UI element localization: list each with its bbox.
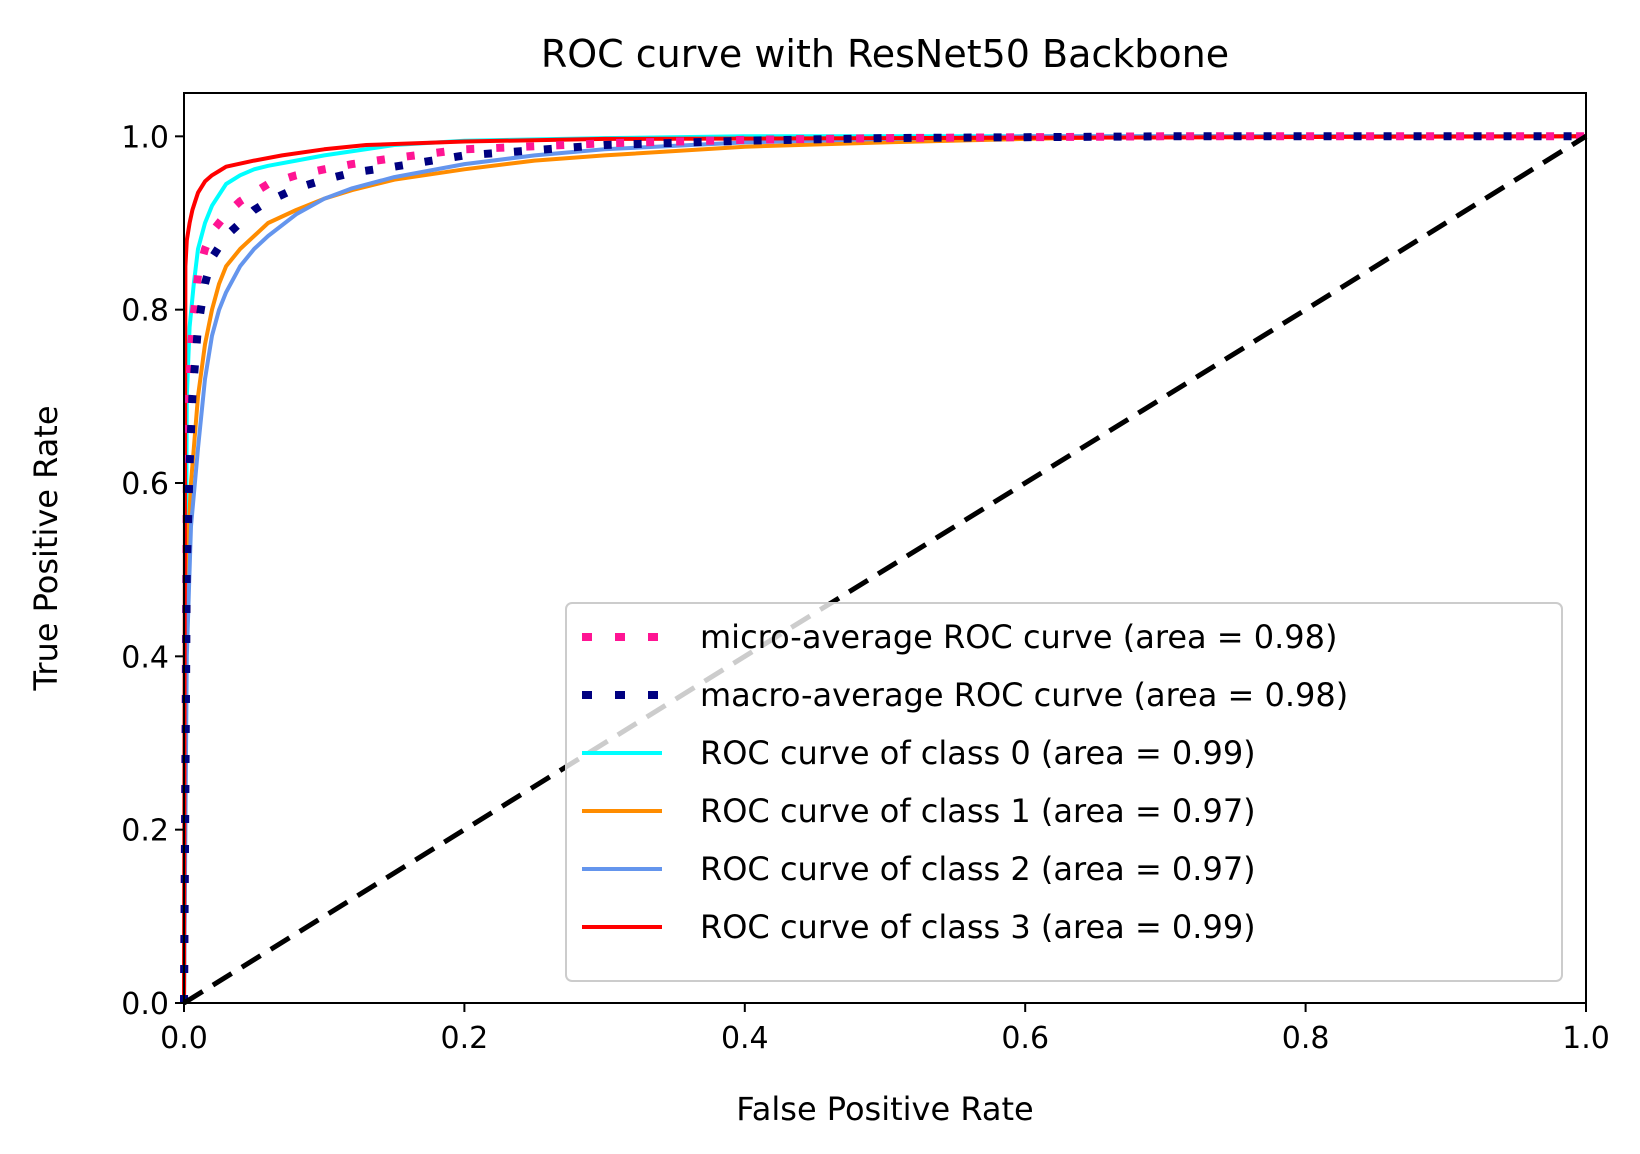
x-tick-label: 0.4 <box>721 1021 769 1056</box>
legend-label: ROC curve of class 3 (area = 0.99) <box>700 908 1256 946</box>
legend-label: micro-average ROC curve (area = 0.98) <box>700 618 1338 656</box>
legend-label: macro-average ROC curve (area = 0.98) <box>700 676 1348 714</box>
y-tick-label: 1.0 <box>121 120 169 155</box>
legend-label: ROC curve of class 2 (area = 0.97) <box>700 850 1256 888</box>
y-tick-label: 0.8 <box>121 294 169 329</box>
chance-diagonal-line <box>182 134 1588 1006</box>
roc-series-4 <box>182 134 1586 1004</box>
x-tick-label: 0.6 <box>1001 1021 1049 1056</box>
x-tick-label: 0.8 <box>1282 1021 1330 1056</box>
y-tick-label: 0.4 <box>121 640 169 675</box>
legend-label: ROC curve of class 0 (area = 0.99) <box>700 734 1256 772</box>
roc-series-3 <box>182 134 1586 1004</box>
y-tick-label: 0.0 <box>121 987 169 1022</box>
x-tick-label: 1.0 <box>1562 1021 1610 1056</box>
legend: micro-average ROC curve (area = 0.98) mac… <box>565 602 1563 982</box>
plot-frame <box>183 92 1587 1004</box>
chart-title: ROC curve with ResNet50 Backbone <box>541 32 1229 76</box>
roc-series-0 <box>180 132 1586 1004</box>
y-axis-label: True Positive Rate <box>27 405 65 691</box>
x-axis-ticks: 0.0 0.2 0.4 0.6 0.8 1.0 <box>160 1003 1610 1056</box>
legend-label: ROC curve of class 1 (area = 0.97) <box>700 792 1256 830</box>
y-tick-label: 0.2 <box>121 814 169 849</box>
y-tick-label: 0.6 <box>121 467 169 502</box>
roc-series-5 <box>182 134 1587 1004</box>
y-axis-ticks: 0.0 0.2 0.4 0.6 0.8 1.0 <box>121 120 184 1022</box>
x-axis-label: False Positive Rate <box>736 1090 1033 1128</box>
curve-layer <box>180 132 1588 1006</box>
x-tick-label: 0.0 <box>160 1021 208 1056</box>
legend-frame <box>565 602 1563 982</box>
x-tick-label: 0.2 <box>441 1021 489 1056</box>
